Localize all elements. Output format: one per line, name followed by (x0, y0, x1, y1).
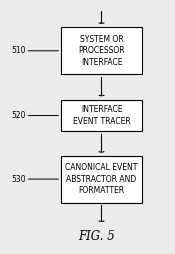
Text: INTERFACE
EVENT TRACER: INTERFACE EVENT TRACER (73, 105, 130, 126)
Text: 510: 510 (11, 46, 26, 55)
Text: 520: 520 (11, 111, 26, 120)
Text: SYSTEM OR
PROCESSOR
INTERFACE: SYSTEM OR PROCESSOR INTERFACE (78, 35, 125, 67)
Text: 530: 530 (11, 174, 26, 184)
Text: CANONICAL EVENT
ABSTRACTOR AND
FORMATTER: CANONICAL EVENT ABSTRACTOR AND FORMATTER (65, 163, 138, 195)
Text: FIG. 5: FIG. 5 (78, 230, 115, 243)
Bar (61, 27, 142, 74)
Bar (61, 100, 142, 132)
Bar (61, 155, 142, 203)
